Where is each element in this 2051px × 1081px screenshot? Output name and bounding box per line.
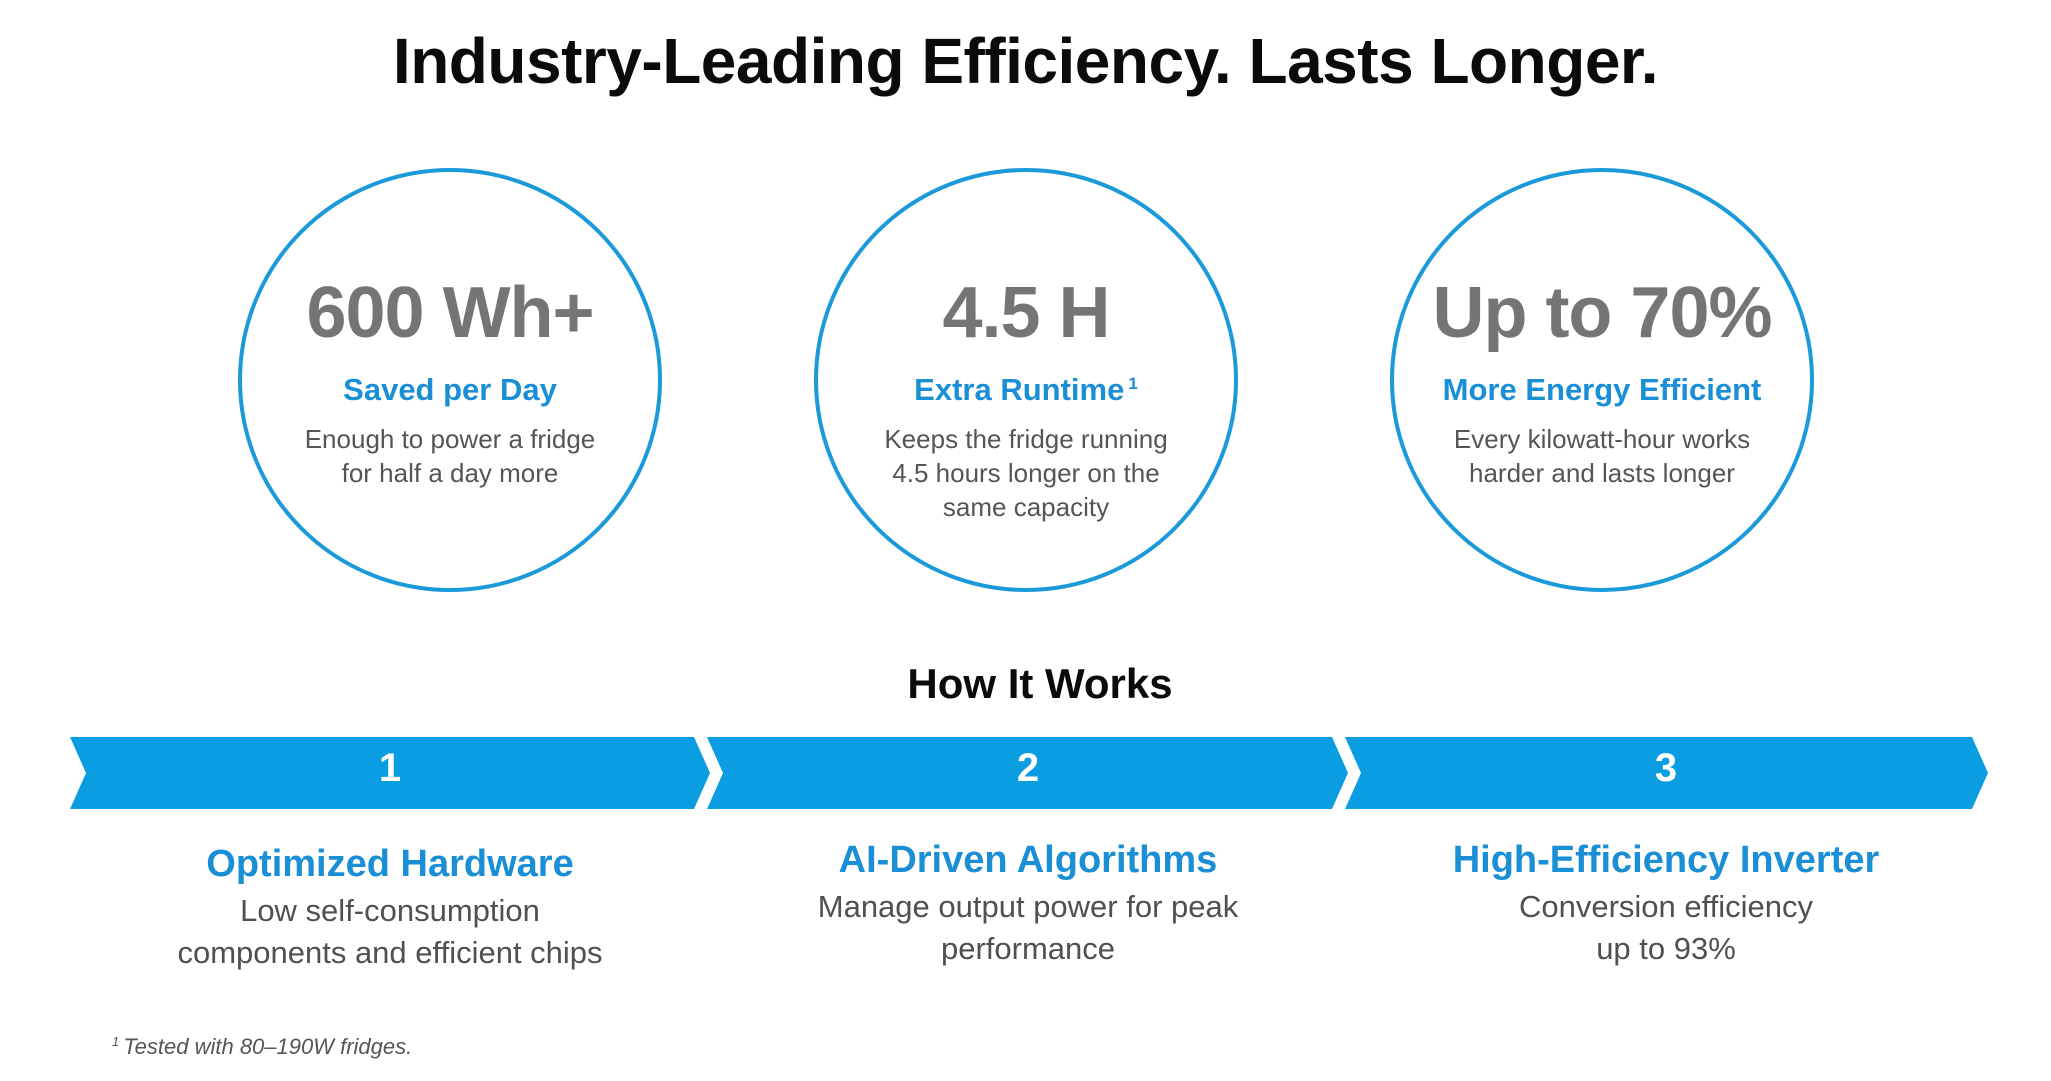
step-3-number: 3 bbox=[1654, 746, 1678, 790]
step-3-description: Conversion efficiency up to 93% bbox=[1518, 889, 1814, 966]
step-1-number: 1 bbox=[378, 746, 402, 790]
footnote-marker: 1 bbox=[1128, 374, 1138, 393]
stat-description: Enough to power a fridge for half a day … bbox=[304, 424, 596, 488]
step-1-arrow bbox=[70, 737, 710, 809]
stat-value: Up to 70% bbox=[1432, 273, 1772, 353]
footnote-text: Tested with 80–190W fridges. bbox=[123, 1034, 413, 1059]
step-1-description: Low self-consumption components and effi… bbox=[177, 893, 603, 970]
step-3-arrow bbox=[1345, 737, 1988, 809]
step-2-arrow bbox=[707, 737, 1348, 809]
stat-label: More Energy Efficient bbox=[1442, 372, 1762, 407]
stat-circle-energy-efficient: Up to 70% More Energy Efficient Every ki… bbox=[1390, 168, 1814, 592]
stat-value: 600 Wh+ bbox=[306, 273, 594, 353]
stat-circle-extra-runtime: 4.5 H Extra Runtime 1 Keeps the fridge ru… bbox=[814, 168, 1238, 592]
page-title: Industry-Leading Efficiency. Lasts Longe… bbox=[392, 25, 1659, 97]
stat-label: Extra Runtime 1 bbox=[914, 372, 1138, 407]
step-3-title: High-Efficiency Inverter bbox=[1452, 839, 1880, 881]
stat-description: Every kilowatt-hour works harder and las… bbox=[1453, 424, 1751, 488]
step-1-title: Optimized Hardware bbox=[206, 843, 574, 885]
stat-label: Saved per Day bbox=[343, 372, 557, 407]
step-2-number: 2 bbox=[1016, 746, 1040, 790]
stat-value: 4.5 H bbox=[942, 273, 1110, 353]
how-it-works-title: How It Works bbox=[907, 660, 1173, 707]
footnote: 1 Tested with 80–190W fridges. bbox=[112, 1034, 412, 1060]
footnote-marker: 1 bbox=[112, 1034, 120, 1049]
step-2-description: Manage output power for peak performance bbox=[817, 889, 1239, 966]
stat-description: Keeps the fridge running 4.5 hours longe… bbox=[884, 424, 1168, 522]
stat-circle-saved-per-day: 600 Wh+ Saved per Day Enough to power a … bbox=[238, 168, 662, 592]
step-2-title: AI-Driven Algorithms bbox=[838, 839, 1218, 881]
